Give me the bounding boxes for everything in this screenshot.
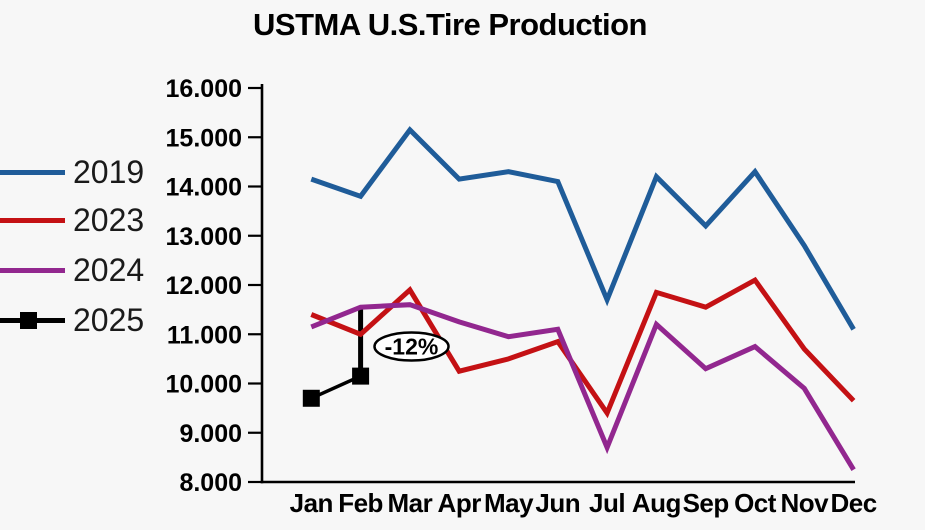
- y-axis-tick-label: 14.000: [166, 174, 242, 202]
- legend-line-swatch: [0, 169, 65, 175]
- legend-square-marker: [20, 311, 37, 329]
- chart-title: USTMA U.S.Tire Production: [253, 7, 647, 42]
- x-axis-label-aug: Aug: [632, 488, 681, 518]
- legend-item-2023: 2023: [0, 200, 144, 240]
- y-axis-tick-label: 15.000: [166, 124, 242, 152]
- x-axis-label-jan: Jan: [290, 488, 333, 518]
- legend-line-swatch: [0, 267, 65, 273]
- x-axis-label-jul: Jul: [589, 488, 625, 518]
- series-line-2023: [310, 276, 856, 419]
- legend-line-2019: [0, 164, 65, 181]
- x-axis-label-oct: Oct: [734, 488, 777, 518]
- legend-line-swatch: [0, 217, 65, 223]
- legend-label-2025: 2025: [73, 302, 145, 338]
- legend-label-2023: 2023: [73, 202, 145, 238]
- x-axis-label-sep: Sep: [683, 488, 729, 518]
- series-line-2019: [310, 126, 856, 331]
- x-axis-label-dec: Dec: [830, 488, 876, 518]
- x-axis-label-mar: Mar: [388, 488, 433, 518]
- marker-2025-feb: [352, 367, 370, 385]
- y-axis-tick-label: 8.000: [179, 469, 242, 497]
- annotation-ellipse: [373, 331, 450, 362]
- y-axis-tick-label: 11.000: [167, 321, 242, 349]
- x-axis-label-may: May: [484, 488, 534, 518]
- legend-item-2019: 2019: [0, 152, 144, 192]
- legend-line-2025-with-square-marker: [0, 311, 65, 329]
- y-axis-tick-label: 13.000: [166, 223, 242, 251]
- chart-legend: 2019 2023 2024 2025: [0, 0, 160, 360]
- legend-line-2023: [0, 212, 65, 229]
- y-axis-tick-label: 10.000: [166, 371, 242, 399]
- marker-2025-jan: [302, 389, 320, 407]
- legend-label-2024: 2024: [73, 252, 145, 288]
- x-axis-label-jun: Jun: [535, 488, 580, 518]
- legend-line-2024: [0, 262, 65, 279]
- series-line-2024: [310, 302, 856, 471]
- annotation-label: -12%: [385, 334, 439, 360]
- legend-label-2019: 2019: [73, 154, 145, 190]
- y-axis-tick-label: 9.000: [179, 420, 242, 448]
- legend-item-2024: 2024: [0, 250, 144, 290]
- y-axis-tick-label: 12.000: [166, 272, 242, 300]
- x-axis-label-nov: Nov: [780, 488, 829, 518]
- x-axis-label-feb: Feb: [338, 488, 383, 518]
- x-axis-label-apr: Apr: [438, 488, 482, 518]
- y-axis-tick-label: 16.000: [166, 75, 242, 103]
- legend-item-2025: 2025: [0, 300, 144, 340]
